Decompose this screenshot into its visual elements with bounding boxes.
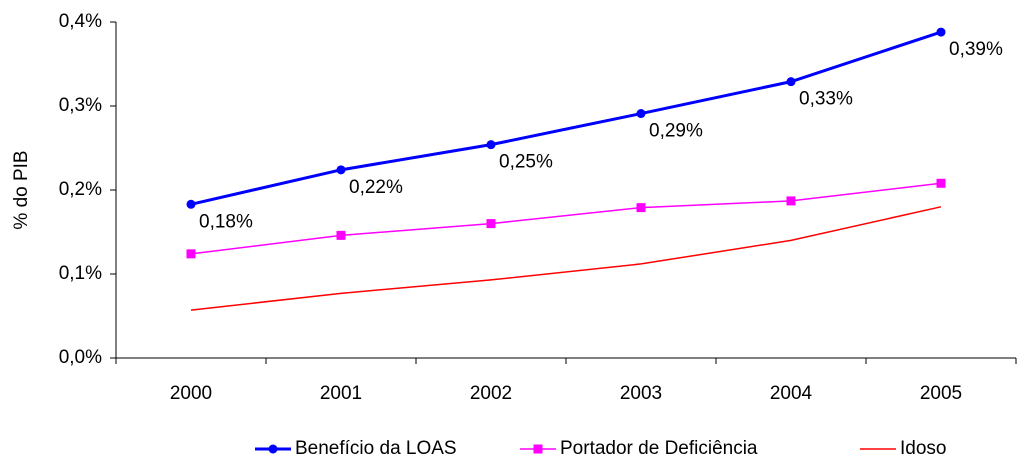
data-label: 0,22%: [349, 177, 403, 198]
y-axis-label: % do PIB: [11, 150, 32, 229]
x-tick-label: 2004: [770, 383, 813, 404]
data-label: 0,25%: [499, 152, 553, 173]
x-tick-label: 2001: [320, 383, 362, 404]
series-line: [190, 206, 942, 311]
legend-marker: [533, 444, 543, 454]
point-marker: [636, 109, 646, 119]
y-tick-label: 0,4%: [59, 11, 102, 32]
y-tick-label: 0,2%: [59, 179, 102, 200]
legend-label: Idoso: [900, 438, 946, 459]
point-marker: [336, 165, 346, 175]
point-marker: [936, 27, 946, 37]
point-marker: [486, 219, 496, 229]
point-marker: [336, 230, 346, 240]
x-tick-label: 2000: [170, 383, 212, 404]
y-tick-label: 0,0%: [59, 347, 102, 368]
x-tick-label: 2005: [920, 383, 962, 404]
legend-label: Portador de Deficiência: [560, 438, 758, 459]
point-marker: [186, 249, 196, 259]
y-tick-label: 0,3%: [59, 95, 102, 116]
point-marker: [786, 196, 796, 206]
legend-label: Benefício da LOAS: [295, 438, 457, 459]
point-marker: [486, 140, 496, 150]
data-label: 0,33%: [799, 89, 853, 110]
data-label: 0,39%: [949, 39, 1003, 60]
legend-marker: [268, 444, 278, 454]
series-line: [190, 182, 942, 255]
data-label: 0,29%: [649, 121, 703, 142]
point-marker: [186, 199, 196, 209]
y-tick-label: 0,1%: [59, 263, 102, 284]
x-tick-label: 2003: [620, 383, 662, 404]
series-line: [190, 30, 942, 206]
data-label: 0,18%: [199, 211, 253, 232]
point-marker: [636, 203, 646, 213]
point-marker: [786, 77, 796, 87]
point-marker: [936, 178, 946, 188]
x-tick-label: 2002: [470, 383, 512, 404]
